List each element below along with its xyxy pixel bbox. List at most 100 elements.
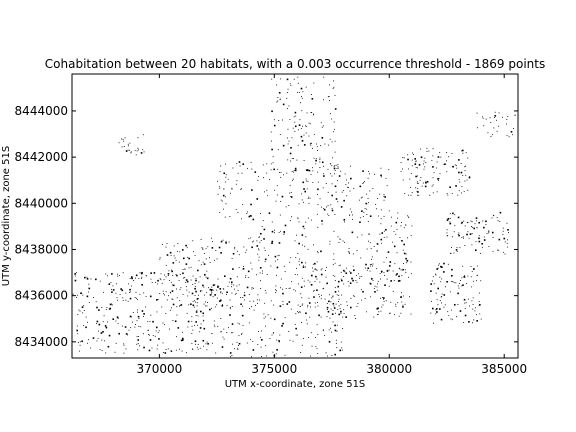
data-point <box>238 284 240 286</box>
data-point <box>132 321 133 323</box>
data-point <box>350 272 352 274</box>
data-point <box>327 355 328 357</box>
data-point <box>372 280 374 281</box>
data-point <box>122 299 124 301</box>
data-point <box>478 292 480 294</box>
data-point <box>123 352 125 354</box>
data-point <box>115 283 117 285</box>
data-point <box>447 217 450 220</box>
data-point <box>278 254 280 256</box>
data-point <box>220 318 222 320</box>
data-point <box>368 233 370 235</box>
data-point <box>404 193 406 195</box>
data-point <box>300 293 302 295</box>
data-point <box>199 347 201 349</box>
data-point <box>271 78 273 80</box>
data-point <box>151 282 153 283</box>
data-point <box>432 184 434 186</box>
data-point <box>310 306 311 308</box>
data-point <box>304 190 307 193</box>
data-point <box>488 246 490 248</box>
data-point <box>507 116 509 117</box>
data-point <box>88 302 90 303</box>
data-point <box>290 146 292 149</box>
data-point <box>384 196 386 198</box>
data-point <box>175 336 177 338</box>
data-point <box>405 253 407 255</box>
data-point <box>319 198 321 200</box>
data-point <box>256 198 259 200</box>
data-point <box>315 159 317 162</box>
data-point <box>292 179 293 181</box>
data-point <box>313 157 315 159</box>
data-point <box>201 247 203 249</box>
data-point <box>451 281 453 282</box>
data-point <box>488 231 490 233</box>
data-point <box>180 304 183 306</box>
data-point <box>289 220 291 221</box>
data-point <box>289 261 291 263</box>
data-point <box>83 325 85 326</box>
data-point <box>169 251 172 254</box>
data-point <box>338 242 340 243</box>
data-point <box>232 252 235 255</box>
data-point <box>96 320 99 323</box>
data-point <box>464 276 466 278</box>
data-point <box>440 296 442 298</box>
data-point <box>257 294 259 296</box>
data-point <box>390 280 392 282</box>
data-point <box>398 315 400 317</box>
data-point <box>335 191 337 193</box>
data-point <box>129 277 131 279</box>
data-point <box>432 276 434 278</box>
data-point <box>335 164 337 166</box>
data-point <box>418 194 420 196</box>
data-point <box>231 306 233 307</box>
data-point <box>394 263 396 265</box>
data-point <box>331 175 333 177</box>
data-point <box>432 192 434 194</box>
data-point <box>117 275 119 277</box>
data-point <box>370 248 372 249</box>
data-point <box>156 299 158 301</box>
data-point <box>271 230 274 233</box>
data-point <box>310 112 312 113</box>
data-point <box>210 293 212 295</box>
data-point <box>108 308 110 310</box>
data-point <box>316 146 318 148</box>
data-point <box>206 291 208 293</box>
data-point <box>448 156 450 158</box>
data-point <box>138 318 140 319</box>
data-point <box>159 293 161 294</box>
data-point <box>289 339 291 341</box>
data-point <box>504 253 506 255</box>
data-point <box>237 347 239 349</box>
data-point <box>330 308 332 310</box>
data-point <box>320 122 322 124</box>
data-point <box>119 294 121 296</box>
data-point <box>162 342 164 344</box>
data-point <box>354 295 356 297</box>
data-point <box>109 303 112 306</box>
data-point <box>191 348 193 350</box>
data-point <box>134 297 136 299</box>
data-point <box>82 294 84 296</box>
data-point <box>322 125 324 127</box>
data-point <box>278 340 280 342</box>
data-point <box>321 206 322 208</box>
data-point <box>203 319 205 321</box>
data-point <box>417 187 419 189</box>
data-point <box>86 276 88 278</box>
data-point <box>426 150 428 152</box>
data-point <box>368 240 369 242</box>
data-point <box>192 304 195 307</box>
data-point <box>257 179 259 181</box>
data-point <box>328 215 330 217</box>
data-point <box>320 294 322 296</box>
data-point <box>330 301 332 303</box>
data-point <box>312 182 314 183</box>
data-point <box>476 112 478 114</box>
data-point <box>75 297 77 298</box>
data-point <box>316 301 318 303</box>
data-point <box>359 185 362 188</box>
